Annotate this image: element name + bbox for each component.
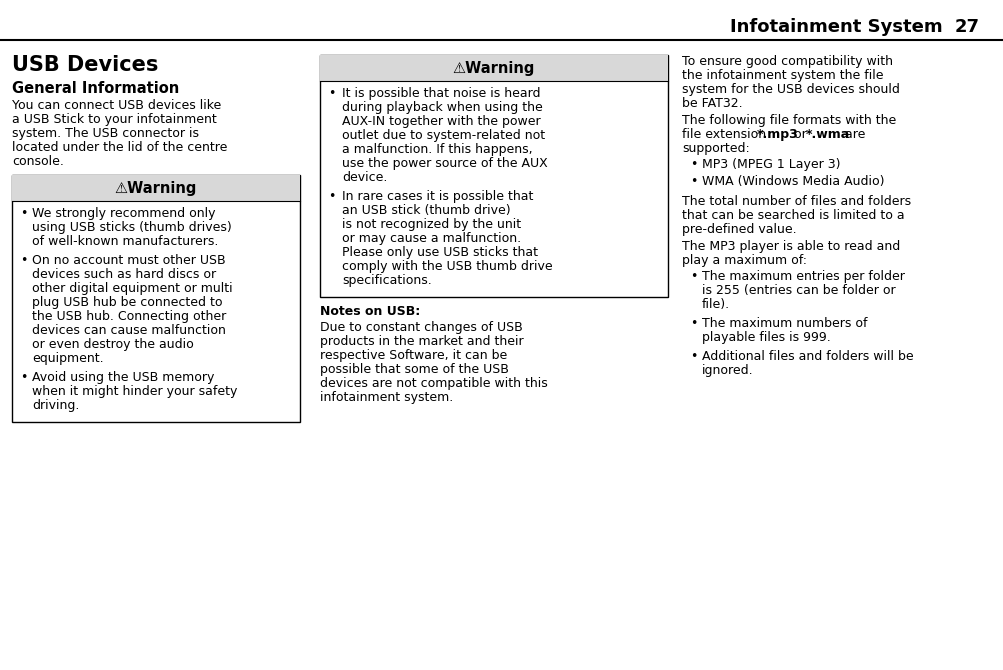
Text: •: • xyxy=(20,371,27,384)
Text: ⚠Warning: ⚠Warning xyxy=(114,180,197,196)
Text: or: or xyxy=(789,128,810,141)
Text: To ensure good compatibility with: To ensure good compatibility with xyxy=(681,55,892,68)
Text: device.: device. xyxy=(342,171,387,184)
Bar xyxy=(12,175,300,201)
Text: Additional files and folders will be: Additional files and folders will be xyxy=(701,350,913,363)
Text: is not recognized by the unit: is not recognized by the unit xyxy=(342,218,521,231)
Bar xyxy=(320,55,667,81)
Text: You can connect USB devices like: You can connect USB devices like xyxy=(12,99,221,112)
Text: Due to constant changes of USB: Due to constant changes of USB xyxy=(320,321,523,334)
Text: •: • xyxy=(689,317,697,330)
Text: •: • xyxy=(689,158,697,171)
Text: the infotainment system the file: the infotainment system the file xyxy=(681,69,883,82)
Text: play a maximum of:: play a maximum of: xyxy=(681,254,806,267)
Text: is 255 (entries can be folder or: is 255 (entries can be folder or xyxy=(701,284,895,297)
Text: plug USB hub be connected to: plug USB hub be connected to xyxy=(32,296,223,309)
Text: outlet due to system-related not: outlet due to system-related not xyxy=(342,129,545,142)
Text: •: • xyxy=(689,175,697,188)
Text: On no account must other USB: On no account must other USB xyxy=(32,254,226,267)
Text: are: are xyxy=(841,128,865,141)
Text: AUX-IN together with the power: AUX-IN together with the power xyxy=(342,115,540,128)
Text: playable files is 999.: playable files is 999. xyxy=(701,331,833,344)
Text: products in the market and their: products in the market and their xyxy=(320,335,524,348)
Text: The total number of files and folders: The total number of files and folders xyxy=(681,195,910,208)
Text: WMA (Windows Media Audio): WMA (Windows Media Audio) xyxy=(701,175,884,188)
Text: be FAT32.: be FAT32. xyxy=(681,97,742,110)
Text: It is possible that noise is heard: It is possible that noise is heard xyxy=(342,87,540,100)
Text: USB Devices: USB Devices xyxy=(12,55,158,75)
Text: •: • xyxy=(328,87,335,100)
Text: the USB hub. Connecting other: the USB hub. Connecting other xyxy=(32,310,226,323)
Text: *.wma: *.wma xyxy=(805,128,850,141)
Text: use the power source of the AUX: use the power source of the AUX xyxy=(342,157,548,170)
Text: General Information: General Information xyxy=(12,81,180,96)
Text: equipment.: equipment. xyxy=(32,352,103,365)
Text: devices can cause malfunction: devices can cause malfunction xyxy=(32,324,226,337)
Bar xyxy=(320,55,667,297)
Text: console.: console. xyxy=(12,155,64,168)
Text: system for the USB devices should: system for the USB devices should xyxy=(681,83,899,96)
Text: located under the lid of the centre: located under the lid of the centre xyxy=(12,141,227,154)
Text: supported:: supported: xyxy=(681,142,749,155)
Text: a malfunction. If this happens,: a malfunction. If this happens, xyxy=(342,143,533,156)
Text: •: • xyxy=(689,350,697,363)
Text: The maximum numbers of: The maximum numbers of xyxy=(701,317,867,330)
Text: devices such as hard discs or: devices such as hard discs or xyxy=(32,268,216,281)
Text: respective Software, it can be: respective Software, it can be xyxy=(320,349,507,362)
Text: ignored.: ignored. xyxy=(701,364,753,377)
Text: Please only use USB sticks that: Please only use USB sticks that xyxy=(342,246,538,259)
Text: or even destroy the audio: or even destroy the audio xyxy=(32,338,194,351)
Text: comply with the USB thumb drive: comply with the USB thumb drive xyxy=(342,260,552,273)
Text: an USB stick (thumb drive): an USB stick (thumb drive) xyxy=(342,204,511,217)
Text: possible that some of the USB: possible that some of the USB xyxy=(320,363,509,376)
Text: devices are not compatible with this: devices are not compatible with this xyxy=(320,377,548,390)
Text: In rare cases it is possible that: In rare cases it is possible that xyxy=(342,190,533,203)
Text: Notes on USB:: Notes on USB: xyxy=(320,305,420,318)
Text: We strongly recommend only: We strongly recommend only xyxy=(32,207,216,220)
Text: specifications.: specifications. xyxy=(342,274,431,287)
Text: The MP3 player is able to read and: The MP3 player is able to read and xyxy=(681,240,900,253)
Text: ⚠Warning: ⚠Warning xyxy=(452,60,535,76)
Bar xyxy=(12,175,300,422)
Text: file extension: file extension xyxy=(681,128,769,141)
Text: •: • xyxy=(328,190,335,203)
Text: Infotainment System: Infotainment System xyxy=(729,18,942,36)
Text: or may cause a malfunction.: or may cause a malfunction. xyxy=(342,232,521,245)
Text: MP3 (MPEG 1 Layer 3): MP3 (MPEG 1 Layer 3) xyxy=(701,158,840,171)
Text: file).: file). xyxy=(701,298,729,311)
Text: infotainment system.: infotainment system. xyxy=(320,391,452,404)
Text: when it might hinder your safety: when it might hinder your safety xyxy=(32,385,237,398)
Text: •: • xyxy=(20,207,27,220)
Text: Avoid using the USB memory: Avoid using the USB memory xyxy=(32,371,215,384)
Text: pre-defined value.: pre-defined value. xyxy=(681,223,795,236)
Text: that can be searched is limited to a: that can be searched is limited to a xyxy=(681,209,904,222)
Text: 27: 27 xyxy=(954,18,979,36)
Text: •: • xyxy=(689,270,697,283)
Text: •: • xyxy=(20,254,27,267)
Text: driving.: driving. xyxy=(32,399,79,412)
Text: a USB Stick to your infotainment: a USB Stick to your infotainment xyxy=(12,113,217,126)
Text: of well-known manufacturers.: of well-known manufacturers. xyxy=(32,235,219,248)
Text: other digital equipment or multi: other digital equipment or multi xyxy=(32,282,233,295)
Text: The following file formats with the: The following file formats with the xyxy=(681,114,896,127)
Text: using USB sticks (thumb drives): using USB sticks (thumb drives) xyxy=(32,221,232,234)
Text: system. The USB connector is: system. The USB connector is xyxy=(12,127,199,140)
Text: *.mp3: *.mp3 xyxy=(756,128,798,141)
Text: The maximum entries per folder: The maximum entries per folder xyxy=(701,270,904,283)
Text: during playback when using the: during playback when using the xyxy=(342,101,543,114)
